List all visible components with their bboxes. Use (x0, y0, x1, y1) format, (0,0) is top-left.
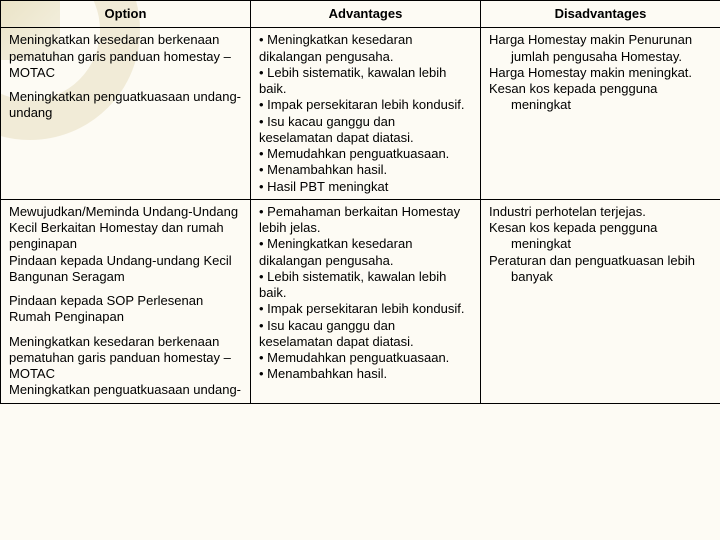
disadvantage-block: Peraturan dan penguatkuasan lebih banyak (489, 253, 712, 286)
cell-disadvantages: Harga Homestay makin Penurunan jumlah pe… (481, 28, 720, 200)
table-header-row: Option Advantages Disadvantages (1, 1, 720, 28)
disadvantage-block: Harga Homestay makin Penurunan jumlah pe… (489, 32, 712, 65)
table-row: Mewujudkan/Meminda Undang-Undang Kecil B… (1, 199, 720, 403)
disadvantage-block: Kesan kos kepada pengguna meningkat (489, 81, 712, 114)
option-para: Meningkatkan kesedaran berkenaan pematuh… (9, 334, 242, 399)
cell-option: Meningkatkan kesedaran berkenaan pematuh… (1, 28, 251, 200)
cell-advantages: • Meningkatkan kesedaran dikalangan peng… (251, 28, 481, 200)
option-para: Mewujudkan/Meminda Undang-Undang Kecil B… (9, 204, 242, 285)
col-header-advantages: Advantages (251, 1, 481, 28)
option-para: Pindaan kepada SOP Perlesenan Rumah Peng… (9, 293, 242, 326)
col-header-option: Option (1, 1, 251, 28)
cell-disadvantages: Industri perhotelan terjejas.Kesan kos k… (481, 199, 720, 403)
cell-advantages: • Pemahaman berkaitan Homestay lebih jel… (251, 199, 481, 403)
disadvantage-block: Harga Homestay makin meningkat. (489, 65, 712, 81)
table-row: Meningkatkan kesedaran berkenaan pematuh… (1, 28, 720, 200)
col-header-disadvantages: Disadvantages (481, 1, 720, 28)
comparison-table: Option Advantages Disadvantages Meningka… (0, 0, 720, 404)
disadvantage-block: Kesan kos kepada pengguna meningkat (489, 220, 712, 253)
table-body: Meningkatkan kesedaran berkenaan pematuh… (1, 28, 720, 403)
option-para: Meningkatkan penguatkuasaan undang-undan… (9, 89, 242, 122)
cell-option: Mewujudkan/Meminda Undang-Undang Kecil B… (1, 199, 251, 403)
option-para: Meningkatkan kesedaran berkenaan pematuh… (9, 32, 242, 81)
disadvantage-block: Industri perhotelan terjejas. (489, 204, 712, 220)
